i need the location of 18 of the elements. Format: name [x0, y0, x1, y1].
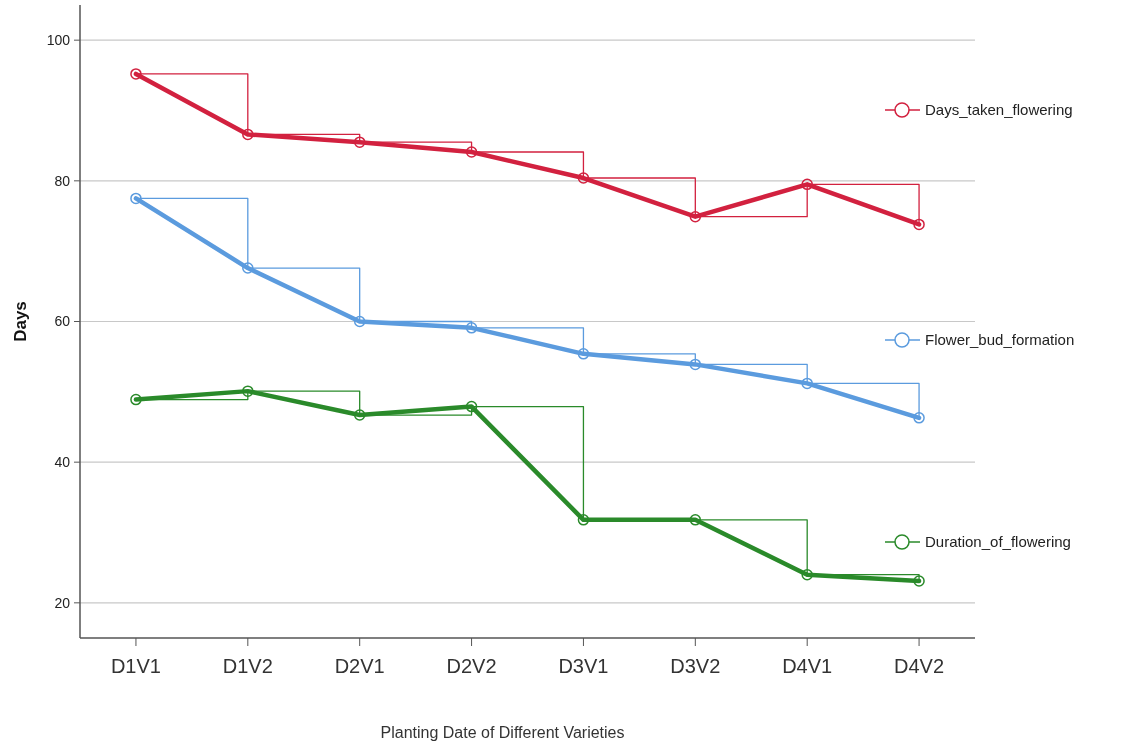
- y-tick-label: 40: [54, 454, 71, 471]
- legend-label: Duration_of_flowering: [925, 533, 1071, 551]
- y-tick-label: 100: [46, 32, 71, 49]
- x-tick-label: D2V2: [446, 655, 497, 677]
- y-tick-label: 80: [54, 172, 71, 189]
- x-tick-label: D2V1: [334, 655, 385, 677]
- x-tick-label: D1V1: [110, 655, 161, 677]
- x-axis-title: Planting Date of Different Varieties: [380, 724, 625, 741]
- legend-label: Days_taken_flowering: [925, 101, 1073, 119]
- legend-label: Flower_bud_formation: [925, 331, 1075, 349]
- x-tick-label: D1V2: [222, 655, 273, 677]
- x-tick-label: D3V2: [670, 655, 721, 677]
- x-tick-label: D4V2: [894, 655, 945, 677]
- y-axis-title: Days: [11, 301, 30, 342]
- x-tick-label: D4V1: [782, 655, 833, 677]
- y-tick-label: 20: [54, 594, 71, 611]
- y-tick-label: 60: [54, 313, 71, 330]
- x-tick-label: D3V1: [558, 655, 609, 677]
